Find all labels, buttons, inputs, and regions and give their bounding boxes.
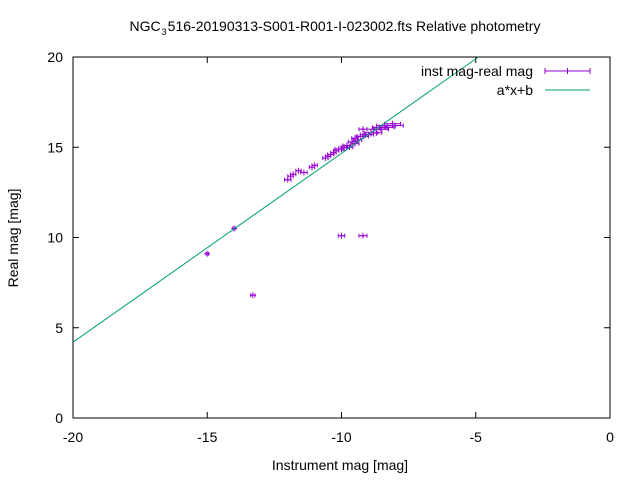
data-point <box>249 292 256 299</box>
legend-label: a*x+b <box>497 82 533 98</box>
data-point <box>289 171 297 178</box>
y-tick-label: 10 <box>47 230 63 246</box>
y-tick-label: 0 <box>55 410 63 426</box>
x-tick-label: -15 <box>197 429 217 445</box>
x-tick-label: -20 <box>63 429 83 445</box>
y-tick-label: 5 <box>55 320 63 336</box>
fit-line <box>72 56 479 343</box>
chart-title: NGC3516-20190313-S001-R001-I-023002.fts … <box>130 18 541 37</box>
data-point <box>300 169 308 176</box>
data-point <box>358 126 368 133</box>
data-point <box>337 232 346 239</box>
legend-label: inst mag-real mag <box>421 63 533 79</box>
x-tick-label: -5 <box>470 429 483 445</box>
y-tick-label: 15 <box>47 139 63 155</box>
axis-ticks: -20 -15 -10 -5 0 0 5 10 15 20 <box>47 49 614 445</box>
plot-area <box>72 56 479 343</box>
y-tick-label: 20 <box>47 49 63 65</box>
x-tick-label: 0 <box>606 429 614 445</box>
data-point <box>358 232 368 239</box>
data-point <box>386 122 404 129</box>
data-point <box>311 162 318 169</box>
x-tick-label: -10 <box>331 429 351 445</box>
x-axis-label: Instrument mag [mag] <box>272 457 408 473</box>
data-point <box>351 135 359 142</box>
y-axis-label: Real mag [mag] <box>5 189 21 288</box>
legend: inst mag-real mag a*x+b <box>421 63 591 98</box>
data-point <box>204 250 211 257</box>
data-point <box>284 176 292 183</box>
